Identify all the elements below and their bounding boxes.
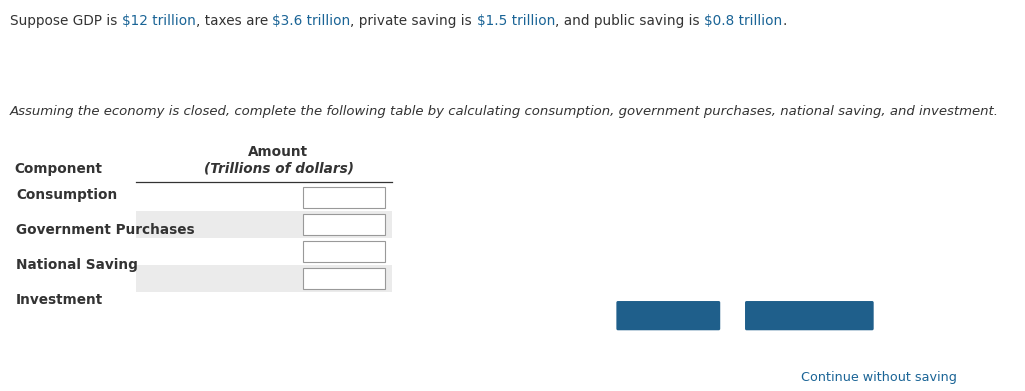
Text: National Saving: National Saving — [16, 258, 138, 273]
Text: $0.8 trillion: $0.8 trillion — [704, 14, 782, 28]
Text: Save & Continue: Save & Continue — [817, 343, 941, 355]
Text: Amount: Amount — [248, 145, 309, 159]
Text: Grade It Now: Grade It Now — [648, 343, 746, 355]
Text: Component: Component — [14, 162, 102, 176]
Text: Government Purchases: Government Purchases — [16, 224, 195, 237]
Bar — [302, 241, 385, 262]
Bar — [136, 184, 392, 211]
FancyBboxPatch shape — [616, 301, 721, 330]
Text: , and public saving is: , and public saving is — [555, 14, 704, 28]
FancyBboxPatch shape — [745, 301, 873, 330]
Bar — [302, 268, 385, 289]
Text: .: . — [782, 14, 786, 28]
Text: Investment: Investment — [16, 294, 104, 307]
Bar — [136, 265, 392, 292]
Text: , taxes are: , taxes are — [196, 14, 273, 28]
Bar — [302, 214, 385, 235]
Text: (Trillions of dollars): (Trillions of dollars) — [204, 162, 354, 176]
Text: Consumption: Consumption — [16, 188, 117, 203]
Text: Suppose GDP is: Suppose GDP is — [10, 14, 122, 28]
Text: Continue without saving: Continue without saving — [802, 371, 957, 384]
Bar — [302, 187, 385, 208]
Text: Assuming the economy is closed, complete the following table by calculating cons: Assuming the economy is closed, complete… — [10, 105, 999, 118]
Text: $3.6 trillion: $3.6 trillion — [273, 14, 351, 28]
Text: $12 trillion: $12 trillion — [122, 14, 196, 28]
Bar — [136, 211, 392, 238]
Text: $1.5 trillion: $1.5 trillion — [477, 14, 555, 28]
Bar — [136, 238, 392, 265]
Text: , private saving is: , private saving is — [351, 14, 477, 28]
